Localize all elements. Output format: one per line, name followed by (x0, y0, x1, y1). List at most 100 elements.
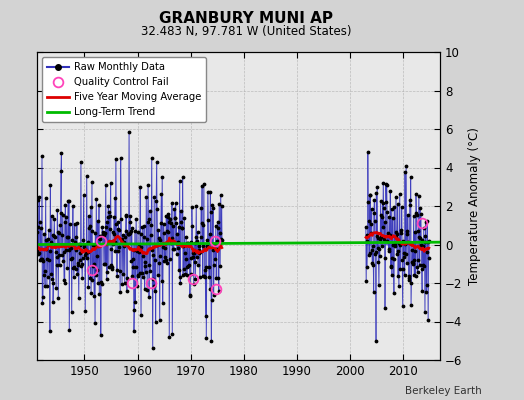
Point (136, 184, 144, 190)
Point (369, 261, 377, 268)
Point (363, 232, 371, 238)
Point (145, 215, 153, 222)
Point (110, 230, 118, 237)
Point (161, 254, 170, 260)
Point (99, 232, 107, 238)
Point (399, 238, 408, 245)
Point (165, 334, 173, 340)
Point (134, 272, 143, 279)
Point (192, 234, 200, 240)
Point (183, 272, 191, 278)
Point (368, 247, 376, 253)
Point (386, 232, 394, 238)
Point (204, 264, 213, 270)
Point (89, 242, 97, 249)
Point (385, 214, 393, 221)
Point (63, 265, 71, 271)
Point (390, 243, 399, 249)
Point (412, 210, 421, 216)
Point (86, 275, 94, 282)
Point (206, 286, 214, 292)
Point (119, 271, 127, 277)
Point (134, 229, 142, 236)
Point (187, 239, 195, 246)
Point (205, 230, 214, 237)
Point (174, 224, 183, 230)
Point (401, 240, 410, 247)
Point (129, 264, 137, 270)
Point (390, 290, 398, 296)
Point (41, 194, 50, 201)
Point (170, 246, 178, 252)
Point (59, 257, 68, 264)
Point (145, 294, 153, 300)
Point (128, 256, 137, 262)
Point (196, 234, 205, 241)
Point (97, 279, 105, 285)
Point (138, 223, 147, 230)
Point (168, 330, 177, 337)
Point (40, 268, 49, 274)
Point (120, 242, 128, 249)
Point (71, 239, 79, 245)
Point (146, 207, 154, 214)
Point (213, 238, 221, 244)
Point (51, 248, 60, 255)
Point (162, 228, 171, 234)
Point (421, 309, 429, 315)
Point (392, 251, 401, 258)
Point (425, 237, 433, 244)
Point (61, 202, 70, 208)
Point (152, 159, 161, 166)
Point (166, 256, 174, 262)
Point (372, 249, 380, 256)
Point (170, 206, 178, 212)
Point (135, 243, 143, 250)
Point (127, 228, 135, 234)
Point (78, 274, 86, 281)
Point (201, 274, 209, 280)
Point (408, 247, 417, 253)
Point (178, 224, 186, 231)
Point (185, 293, 194, 299)
Point (42, 237, 51, 244)
Point (183, 240, 192, 246)
Point (53, 254, 61, 260)
Point (49, 280, 58, 286)
Point (116, 268, 124, 274)
Point (377, 234, 385, 240)
Point (80, 244, 88, 250)
Point (206, 189, 215, 195)
Point (62, 214, 71, 220)
Point (116, 288, 124, 295)
Point (105, 209, 113, 215)
Point (68, 254, 77, 261)
Point (422, 289, 430, 296)
Y-axis label: Temperature Anomaly (°C): Temperature Anomaly (°C) (468, 127, 481, 285)
Point (114, 219, 123, 225)
Point (46, 181, 54, 188)
Point (159, 244, 167, 250)
Point (176, 280, 184, 286)
Point (422, 282, 431, 288)
Point (112, 220, 121, 227)
Point (160, 230, 168, 237)
Point (175, 267, 183, 274)
Point (161, 245, 169, 252)
Point (116, 155, 125, 161)
Text: 32.483 N, 97.781 W (United States): 32.483 N, 97.781 W (United States) (141, 25, 352, 38)
Point (141, 263, 150, 270)
Point (168, 200, 176, 206)
Point (197, 205, 205, 211)
Point (127, 258, 136, 264)
Point (208, 297, 216, 304)
Point (43, 236, 52, 242)
Point (41, 283, 49, 290)
Point (418, 237, 427, 244)
Point (106, 180, 115, 186)
Point (59, 248, 68, 255)
Point (160, 258, 169, 264)
Point (133, 283, 141, 290)
Point (77, 158, 85, 165)
Point (151, 318, 160, 325)
